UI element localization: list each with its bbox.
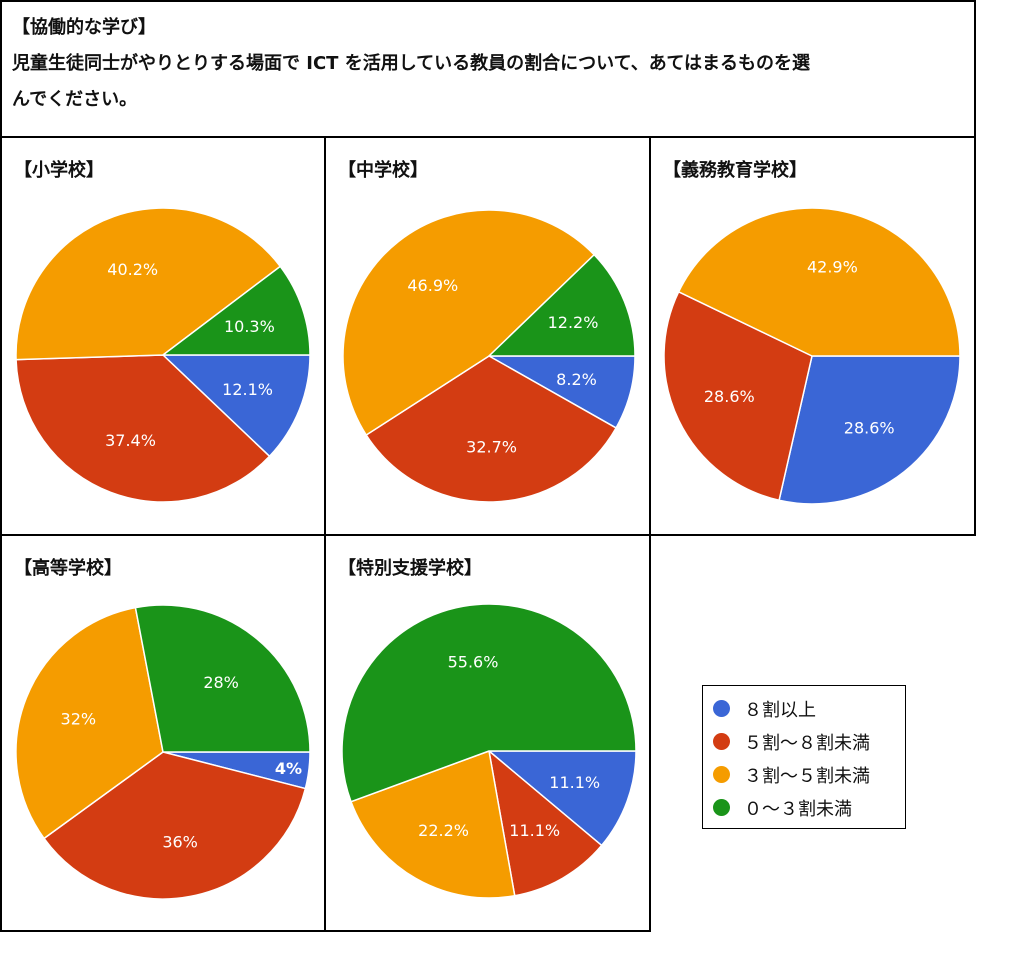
slice-label: 12.1% <box>222 380 273 399</box>
pie-chart-elementary: 12.1% 37.4% 40.2% 10.3% <box>15 207 311 503</box>
legend-swatch <box>713 799 730 816</box>
panel-title: 【中学校】 <box>338 160 428 181</box>
slice-label: 28.6% <box>704 387 755 406</box>
slice-label: 11.1% <box>509 821 560 840</box>
pie-slice <box>161 354 311 458</box>
slice-label: 36% <box>162 833 198 852</box>
slice-label: 11.1% <box>549 773 600 792</box>
pie-slice <box>15 354 271 503</box>
pie-slice <box>663 290 813 502</box>
slice-label: 12.2% <box>548 313 599 332</box>
pie-slice <box>677 207 961 357</box>
slice-label: 42.9% <box>807 258 858 277</box>
section-title: 【協働的な学び】 <box>12 17 156 38</box>
question-header: 【協働的な学び】 児童生徒同士がやりとりする場面で ICT を活用している教員の… <box>0 0 976 138</box>
slice-label: 28% <box>203 673 239 692</box>
legend-swatch <box>713 766 730 783</box>
slice-label: 10.3% <box>224 317 275 336</box>
pie-slice <box>778 355 961 505</box>
pie-chart-high-school: 4% 36% 32% 28% <box>15 604 311 900</box>
pie-slice <box>134 604 311 753</box>
pie-panel-special-support: 【特別支援学校】 11.1% 11.1% 22.2% 55.6% <box>324 534 651 932</box>
panel-title: 【高等学校】 <box>14 558 122 579</box>
slice-label: 8.2% <box>556 370 597 389</box>
slice-label: 32% <box>61 709 97 728</box>
question-text-line1: 児童生徒同士がやりとりする場面で ICT を活用している教員の割合について、あて… <box>12 53 811 74</box>
pie-panel-elementary: 【小学校】 12.1% 37.4% 40.2% 10.3% <box>0 136 326 536</box>
pie-chart-junior-high: 8.2% 32.7% 46.9% 12.2% <box>342 209 636 503</box>
slice-label: 55.6% <box>448 652 499 671</box>
pie-slice <box>160 265 311 356</box>
pie-chart-special-support: 11.1% 11.1% 22.2% 55.6% <box>341 603 637 899</box>
legend-label: ３割～５割未満 <box>744 765 870 787</box>
slice-label: 22.2% <box>418 821 469 840</box>
slice-label: 28.6% <box>844 419 895 438</box>
legend-label: ８割以上 <box>744 699 816 721</box>
pie-chart-compulsory: 28.6% 28.6% 42.9% <box>663 207 961 505</box>
pie-slice <box>487 253 636 357</box>
pie-slice <box>486 750 637 847</box>
pie-slice <box>15 606 164 840</box>
legend-item: ８割以上 <box>713 692 905 725</box>
slice-label: 4% <box>275 759 302 778</box>
panel-title: 【小学校】 <box>14 160 104 181</box>
pie-slice <box>341 603 637 803</box>
pie-slice <box>342 209 596 437</box>
legend-item: ０～３割未満 <box>713 791 905 824</box>
legend-item: ５割～８割未満 <box>713 725 905 758</box>
legend-item: ３割～５割未満 <box>713 758 905 791</box>
slice-label: 40.2% <box>107 260 158 279</box>
panel-title: 【特別支援学校】 <box>338 558 482 579</box>
slice-label: 32.7% <box>466 438 517 457</box>
panel-title: 【義務教育学校】 <box>663 160 807 181</box>
legend-swatch <box>713 700 730 717</box>
pie-slice <box>487 749 603 897</box>
pie-slice <box>43 751 307 900</box>
pie-panel-high-school: 【高等学校】 4% 36% 32% 28% <box>0 534 326 932</box>
pie-panel-compulsory: 【義務教育学校】 28.6% 28.6% 42.9% <box>649 136 976 536</box>
pie-panel-junior-high: 【中学校】 8.2% 32.7% 46.9% 12.2% <box>324 136 651 536</box>
legend-label: ０～３割未満 <box>744 798 852 820</box>
pie-slice <box>15 207 282 361</box>
slice-label: 37.4% <box>105 431 156 450</box>
question-text-line2: んでください。 <box>12 89 138 110</box>
pie-slice <box>350 749 516 899</box>
chart-legend: ８割以上 ５割～８割未満 ３割～５割未満 ０～３割未満 <box>702 685 906 829</box>
legend-swatch <box>713 733 730 750</box>
legend-label: ５割～８割未満 <box>744 732 870 754</box>
slice-label: 46.9% <box>407 276 458 295</box>
pie-slice <box>365 355 618 503</box>
